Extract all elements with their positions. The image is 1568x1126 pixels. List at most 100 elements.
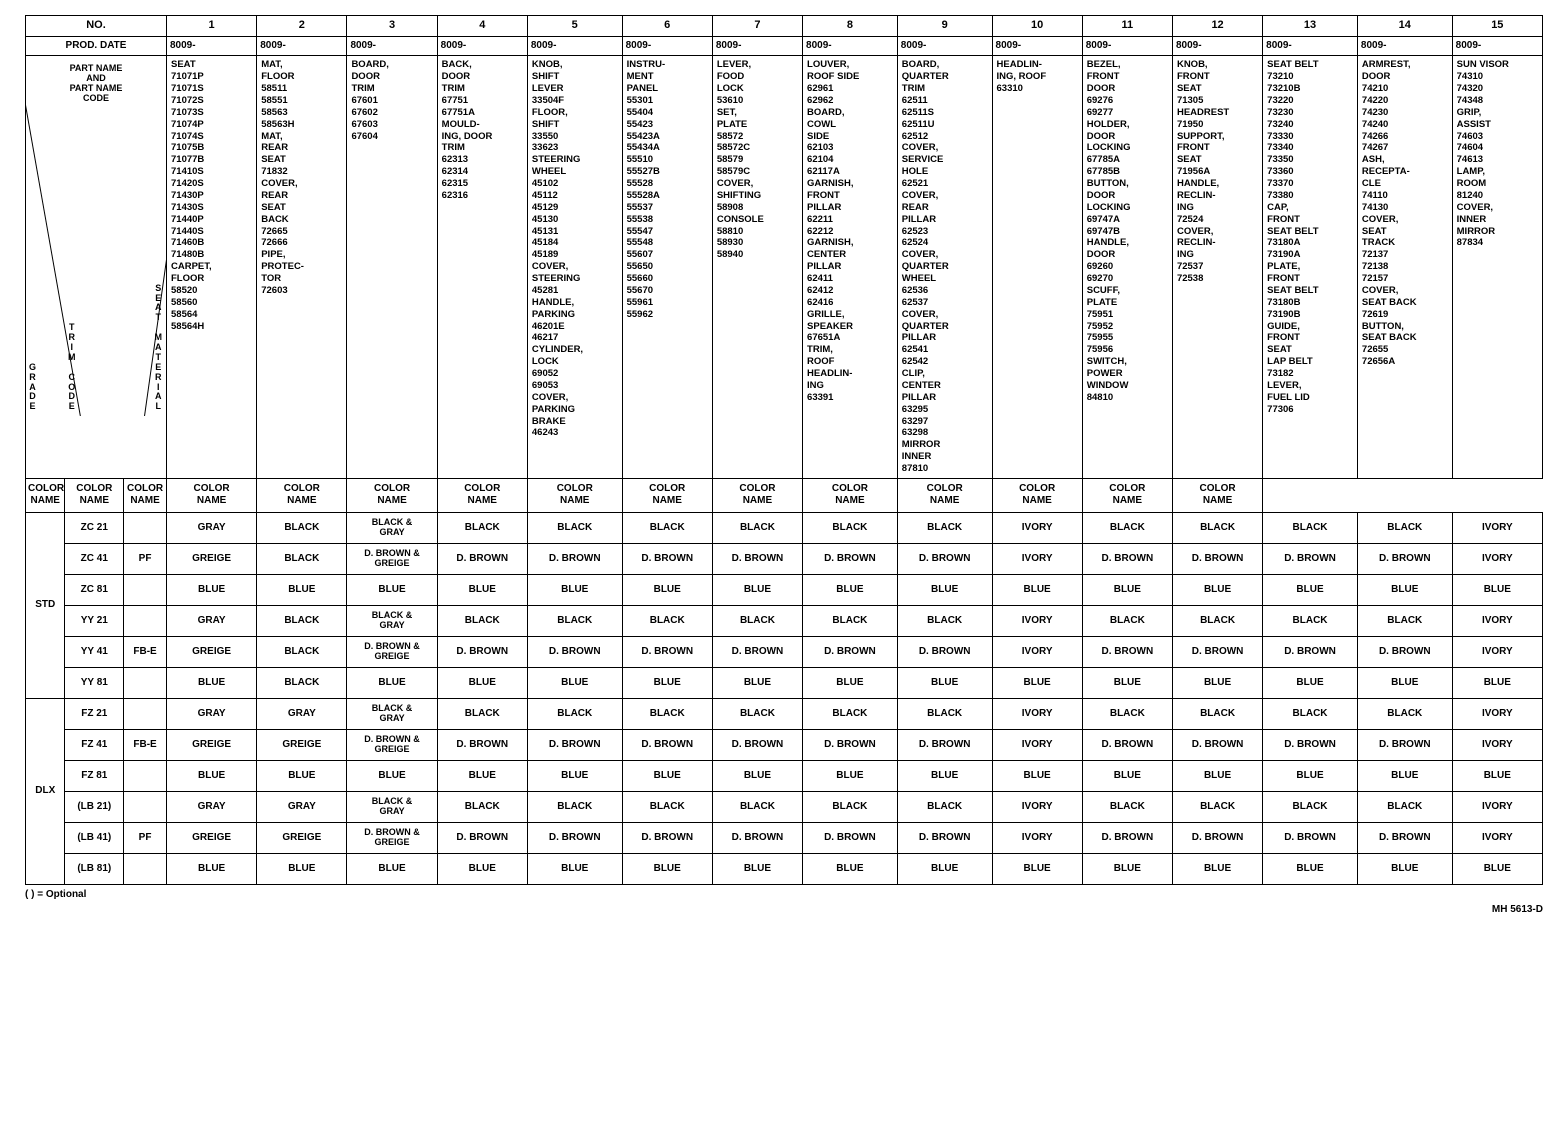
- col-num-13: 13: [1263, 16, 1358, 37]
- prod-date-1: 8009-: [167, 36, 257, 56]
- color-value: D. BROWN: [1172, 822, 1262, 853]
- header-no: NO.: [26, 16, 167, 37]
- color-value: BLUE: [1357, 574, 1452, 605]
- color-label-8: COLORNAME: [527, 478, 622, 512]
- color-label-10: COLORNAME: [712, 478, 802, 512]
- prod-date-11: 8009-: [1082, 36, 1172, 56]
- color-value: BLACK: [527, 605, 622, 636]
- color-value: D. BROWN: [622, 822, 712, 853]
- color-value: D. BROWN: [897, 543, 992, 574]
- color-value: D. BROWN: [1082, 822, 1172, 853]
- color-value: BLUE: [347, 667, 437, 698]
- color-value: BLACK: [622, 512, 712, 543]
- color-value: BLUE: [712, 667, 802, 698]
- color-value: BLUE: [897, 760, 992, 791]
- grade-STD: STD: [26, 512, 65, 698]
- prod-date-6: 8009-: [622, 36, 712, 56]
- color-value: BLUE: [992, 760, 1082, 791]
- parts-col-9: BOARD, QUARTER TRIM6251162511S62511U6251…: [897, 56, 992, 479]
- color-value: BLACK: [1172, 512, 1262, 543]
- color-value: BLUE: [527, 760, 622, 791]
- seat-material: [124, 853, 167, 884]
- color-value: BLUE: [1357, 760, 1452, 791]
- color-value: BLACK: [527, 698, 622, 729]
- color-value: BLUE: [1452, 574, 1542, 605]
- color-value: BLUE: [1172, 574, 1262, 605]
- color-value: IVORY: [1452, 729, 1542, 760]
- color-value: BLUE: [1263, 574, 1358, 605]
- seat-material: [124, 791, 167, 822]
- color-value: BLUE: [712, 760, 802, 791]
- color-value: D. BROWN: [1263, 543, 1358, 574]
- color-value: BLACK: [257, 543, 347, 574]
- col-num-8: 8: [803, 16, 898, 37]
- color-value: IVORY: [1452, 512, 1542, 543]
- color-value: IVORY: [992, 729, 1082, 760]
- color-value: BLACK: [1357, 512, 1452, 543]
- color-value: IVORY: [1452, 636, 1542, 667]
- color-value: BLUE: [1082, 853, 1172, 884]
- color-value: D. BROWN: [1357, 636, 1452, 667]
- color-value: BLUE: [803, 667, 898, 698]
- prod-date-15: 8009-: [1452, 36, 1542, 56]
- trim-code: YY 21: [65, 605, 124, 636]
- color-value: BLUE: [257, 853, 347, 884]
- color-value: BLUE: [437, 760, 527, 791]
- color-value: BLUE: [992, 853, 1082, 884]
- color-value: GRAY: [167, 605, 257, 636]
- seat-material: [124, 574, 167, 605]
- color-value: BLUE: [347, 574, 437, 605]
- seat-material: FB-E: [124, 729, 167, 760]
- color-value: D. BROWN: [1263, 729, 1358, 760]
- parts-col-13: SEAT BELT7321073210B73220732307324073330…: [1263, 56, 1358, 479]
- color-value: D. BROWN: [1357, 729, 1452, 760]
- color-value: BLACK: [1263, 698, 1358, 729]
- parts-col-5: KNOB, SHIFT LEVER33504FFLOOR, SHIFT33550…: [527, 56, 622, 479]
- color-value: D. BROWN &GREIGE: [347, 729, 437, 760]
- col-num-5: 5: [527, 16, 622, 37]
- color-value: BLUE: [1452, 760, 1542, 791]
- color-value: IVORY: [1452, 698, 1542, 729]
- color-value: BLUE: [622, 760, 712, 791]
- color-value: BLACK: [1082, 698, 1172, 729]
- color-value: D. BROWN: [527, 543, 622, 574]
- parts-col-6: INSTRU-MENT PANEL55301554045542355423A55…: [622, 56, 712, 479]
- color-value: D. BROWN: [437, 636, 527, 667]
- header-prod: PROD. DATE: [26, 36, 167, 56]
- color-value: D. BROWN: [622, 729, 712, 760]
- prod-date-3: 8009-: [347, 36, 437, 56]
- color-value: BLACK: [1263, 605, 1358, 636]
- color-value: GREIGE: [257, 729, 347, 760]
- prod-date-5: 8009-: [527, 36, 622, 56]
- color-value: D. BROWN: [527, 636, 622, 667]
- color-value: BLUE: [803, 760, 898, 791]
- color-value: D. BROWN: [1172, 729, 1262, 760]
- col-num-1: 1: [167, 16, 257, 37]
- color-value: D. BROWN: [712, 636, 802, 667]
- color-value: BLACK: [527, 512, 622, 543]
- color-value: D. BROWN: [622, 636, 712, 667]
- color-value: BLUE: [1452, 667, 1542, 698]
- color-value: BLUE: [1082, 667, 1172, 698]
- color-value: BLUE: [167, 853, 257, 884]
- color-label-13: COLORNAME: [992, 478, 1082, 512]
- color-value: D. BROWN: [803, 543, 898, 574]
- color-value: BLACK: [803, 605, 898, 636]
- color-value: D. BROWN: [1172, 636, 1262, 667]
- color-value: GREIGE: [167, 822, 257, 853]
- color-value: BLUE: [1357, 667, 1452, 698]
- color-value: BLACK: [897, 791, 992, 822]
- color-value: GRAY: [257, 791, 347, 822]
- color-value: BLACK: [897, 698, 992, 729]
- prod-date-12: 8009-: [1172, 36, 1262, 56]
- color-value: IVORY: [992, 791, 1082, 822]
- color-value: IVORY: [992, 605, 1082, 636]
- corner-cell: PART NAMEANDPART NAMECODEGRADETRIMCODESE…: [26, 56, 167, 479]
- color-value: BLACK: [803, 698, 898, 729]
- seat-material: [124, 760, 167, 791]
- color-value: BLUE: [527, 853, 622, 884]
- color-value: BLACK: [897, 512, 992, 543]
- color-value: IVORY: [1452, 822, 1542, 853]
- color-value: D. BROWN &GREIGE: [347, 822, 437, 853]
- color-value: IVORY: [1452, 791, 1542, 822]
